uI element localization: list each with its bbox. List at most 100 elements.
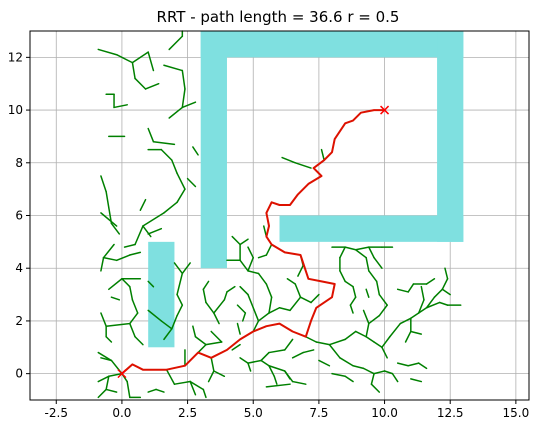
tree-edge [134, 225, 144, 246]
tree-edge [131, 51, 149, 64]
tree-edge [438, 301, 449, 306]
tree-edge [328, 343, 341, 359]
tree-edge [344, 330, 357, 341]
tree-edge [115, 254, 131, 262]
tree-edge [176, 272, 184, 296]
x-tick-label: 2.5 [178, 406, 197, 420]
tree-edge [108, 372, 123, 378]
tree-edge [407, 283, 415, 293]
tree-edge [168, 106, 184, 119]
tree-edge [173, 262, 184, 275]
tree-edge [284, 338, 294, 351]
tree-edge [349, 304, 354, 314]
tree-edge [139, 198, 147, 211]
tree-edge [315, 341, 331, 346]
tree-edge [410, 312, 420, 320]
tree-edge [181, 101, 197, 109]
tree-edge [163, 328, 173, 341]
tree-edge [142, 225, 152, 238]
tree-edge [425, 278, 436, 285]
tree-edge [147, 127, 155, 143]
tree-edge [252, 307, 260, 322]
tree-edge [113, 104, 128, 109]
x-tick-label: 7.5 [309, 406, 328, 420]
tree-edge [441, 278, 449, 291]
tree-edge [247, 293, 254, 309]
tree-edge [378, 304, 388, 317]
tree-edge [381, 346, 388, 359]
tree-edge [404, 330, 412, 343]
tree-edge [265, 383, 291, 388]
tree-edge [210, 357, 215, 372]
tree-edge [102, 243, 115, 259]
tree-edge [331, 372, 346, 378]
tree-edge [100, 256, 105, 272]
tree-edge [354, 246, 370, 251]
tree-edge [105, 322, 131, 327]
obstacles [148, 31, 464, 348]
tree-edge [239, 259, 249, 272]
tree-edge [373, 370, 386, 375]
tree-edge [239, 285, 249, 296]
tree-edge [147, 227, 163, 235]
tree-edge [189, 380, 197, 396]
tree-edge [231, 235, 241, 246]
tree-edge [252, 320, 260, 333]
tree-edge [105, 388, 118, 393]
tree-edge [396, 362, 409, 367]
tree-edge [231, 343, 241, 351]
tree-edge [352, 285, 357, 298]
tree-edge [441, 288, 451, 296]
tree-edge [97, 48, 118, 56]
tree-edge [147, 388, 157, 393]
tree-edge [202, 288, 207, 304]
tree-edge [381, 335, 391, 349]
tree-edge [278, 307, 291, 312]
x-tick-label: 12.5 [437, 406, 464, 420]
tree-edge [131, 61, 136, 80]
tree-edge [297, 264, 304, 277]
markers [117, 105, 390, 379]
y-axis-ticks: 0 2 4 6 8 10 12 [8, 50, 30, 381]
tree-edge [197, 343, 207, 354]
start-marker [117, 369, 127, 379]
tree-edge [399, 317, 412, 325]
y-tick-label: 12 [8, 50, 23, 64]
tree-edge [108, 278, 123, 291]
tree-edge [105, 191, 110, 209]
tree-edge [102, 256, 118, 262]
tree-edge [339, 270, 346, 283]
tree-edge [97, 388, 107, 399]
tree-edge [294, 283, 302, 298]
x-tick-label: 5.0 [244, 406, 263, 420]
tree-edge [171, 159, 178, 175]
tree-edge [344, 246, 357, 251]
tree-edge [100, 175, 107, 193]
tree-edge [284, 370, 291, 380]
tree-edge [134, 77, 147, 90]
tree-edge [378, 293, 388, 306]
tree-edge [268, 296, 273, 314]
tree-edge [129, 312, 139, 325]
tree-edge [100, 312, 107, 327]
tree-edge [268, 349, 286, 354]
tree-edge [407, 362, 420, 367]
tree-edge [349, 296, 357, 306]
tree-edge [273, 375, 278, 385]
x-tick-label: 15.0 [503, 406, 530, 420]
tree-edge [163, 64, 184, 72]
tree-edge [370, 383, 381, 393]
x-axis-ticks: -2.5 0.0 2.5 5.0 7.5 10.0 12.5 15.0 [45, 400, 530, 420]
tree-edge [97, 375, 110, 383]
tree-edge [289, 296, 302, 312]
tree-edge [147, 309, 163, 322]
tree-edge [410, 378, 423, 383]
tree-edge [105, 375, 110, 391]
tree-edge [207, 370, 215, 383]
path-line [121, 109, 385, 375]
rrt-tree [97, 30, 462, 399]
obstacle [200, 31, 464, 58]
tree-edge [210, 330, 223, 343]
tree-edge [410, 330, 423, 335]
tree-edge [129, 251, 142, 256]
